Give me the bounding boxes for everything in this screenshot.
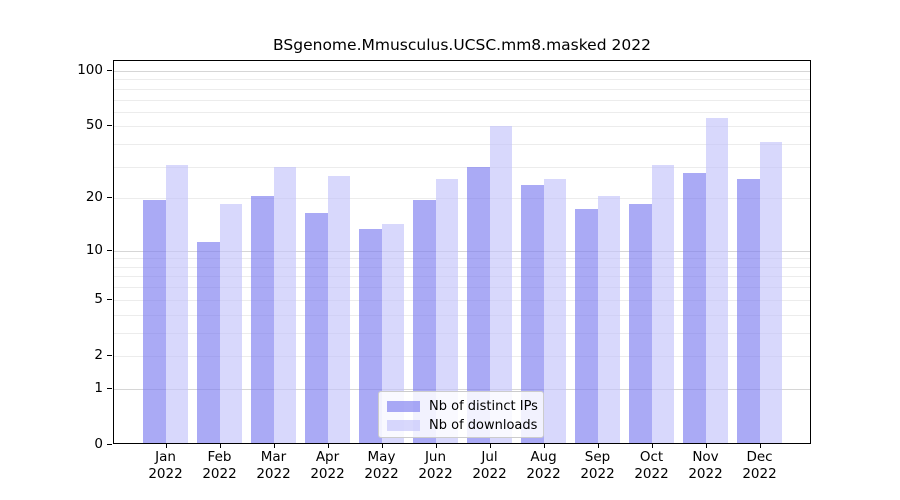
gridline-minor bbox=[114, 355, 810, 357]
plot-area bbox=[113, 60, 811, 444]
x-tick-mark bbox=[651, 444, 653, 448]
gridline-major bbox=[114, 250, 810, 252]
x-tick-mark bbox=[327, 444, 329, 448]
bar-downloads-jan bbox=[165, 164, 188, 443]
x-tick-label-jan: Jan 2022 bbox=[148, 449, 183, 482]
y-tick-mark bbox=[107, 387, 112, 389]
x-tick-label-aug: Aug 2022 bbox=[526, 449, 561, 482]
gridline-minor bbox=[114, 166, 810, 168]
bar-distinct-ips-jul bbox=[467, 167, 490, 443]
bar-distinct-ips-feb bbox=[197, 241, 220, 443]
x-tick-mark bbox=[489, 444, 491, 448]
y-tick-label: 2 bbox=[94, 346, 103, 363]
chart-title: BSgenome.Mmusculus.UCSC.mm8.masked 2022 bbox=[273, 36, 651, 54]
bar-distinct-ips-aug bbox=[521, 185, 544, 443]
gridline-minor bbox=[114, 111, 810, 113]
y-tick-label: 50 bbox=[85, 117, 103, 134]
bar-distinct-ips-jun bbox=[413, 200, 436, 443]
bar-downloads-mar bbox=[273, 167, 296, 443]
y-tick-mark bbox=[107, 197, 112, 199]
legend-label-downloads: Nb of downloads bbox=[429, 418, 538, 433]
x-tick-mark bbox=[219, 444, 221, 448]
x-tick-mark bbox=[705, 444, 707, 448]
x-tick-label-jun: Jun 2022 bbox=[418, 449, 453, 482]
bar-distinct-ips-jan bbox=[143, 200, 166, 443]
y-tick-mark bbox=[107, 70, 112, 71]
y-tick-label: 5 bbox=[94, 290, 103, 307]
gridline-minor bbox=[114, 99, 810, 101]
bar-downloads-jul bbox=[489, 125, 512, 443]
bar-distinct-ips-apr bbox=[305, 213, 328, 443]
x-tick-label-sep: Sep 2022 bbox=[580, 449, 615, 482]
y-tick-mark bbox=[107, 444, 112, 445]
legend-swatch-distinct-ips bbox=[387, 401, 420, 412]
legend-swatch-downloads bbox=[387, 420, 420, 431]
gridline-minor bbox=[114, 198, 810, 200]
bar-downloads-apr bbox=[327, 175, 350, 443]
gridline-minor bbox=[114, 287, 810, 289]
y-tick-label: 20 bbox=[85, 189, 103, 206]
gridline-minor bbox=[114, 88, 810, 90]
y-tick-label: 0 bbox=[94, 436, 103, 452]
x-tick-mark bbox=[543, 444, 545, 448]
legend-item-distinct-ips: Nb of distinct IPs bbox=[387, 397, 538, 416]
y-tick-mark bbox=[107, 298, 112, 300]
gridline-minor bbox=[114, 276, 810, 278]
bar-distinct-ips-nov bbox=[683, 172, 706, 443]
legend-label-distinct-ips: Nb of distinct IPs bbox=[429, 399, 538, 414]
gridline-minor bbox=[114, 144, 810, 146]
y-tick-mark bbox=[107, 125, 112, 127]
legend: Nb of distinct IPs Nb of downloads bbox=[378, 391, 544, 438]
bar-distinct-ips-sep bbox=[575, 208, 598, 443]
gridline-major bbox=[114, 388, 810, 390]
bar-downloads-may bbox=[381, 223, 404, 443]
x-tick-mark bbox=[759, 444, 761, 448]
gridline-minor bbox=[114, 79, 810, 81]
gridline-minor bbox=[114, 299, 810, 301]
x-tick-mark bbox=[273, 444, 275, 448]
x-tick-mark bbox=[435, 444, 437, 448]
gridline-minor bbox=[114, 126, 810, 128]
x-tick-mark bbox=[165, 444, 167, 448]
bar-distinct-ips-may bbox=[359, 229, 382, 443]
x-tick-label-jul: Jul 2022 bbox=[472, 449, 507, 482]
x-tick-label-mar: Mar 2022 bbox=[256, 449, 291, 482]
bar-distinct-ips-mar bbox=[251, 196, 274, 443]
legend-item-downloads: Nb of downloads bbox=[387, 416, 538, 435]
bar-downloads-sep bbox=[597, 196, 620, 443]
gridline-minor bbox=[114, 332, 810, 334]
bar-downloads-aug bbox=[543, 178, 566, 443]
bar-downloads-nov bbox=[705, 118, 728, 443]
bar-downloads-feb bbox=[219, 204, 242, 443]
x-tick-mark bbox=[597, 444, 599, 448]
gridline-minor bbox=[114, 266, 810, 268]
x-tick-label-oct: Oct 2022 bbox=[634, 449, 669, 482]
gridline-minor bbox=[114, 258, 810, 260]
x-tick-label-nov: Nov 2022 bbox=[688, 449, 723, 482]
y-tick-mark bbox=[107, 249, 112, 251]
x-tick-mark bbox=[381, 444, 383, 448]
y-tick-label: 10 bbox=[85, 241, 103, 258]
gridline-major bbox=[114, 71, 810, 72]
y-tick-mark bbox=[107, 354, 112, 356]
y-tick-label: 1 bbox=[94, 379, 103, 396]
bar-distinct-ips-oct bbox=[629, 204, 652, 443]
bar-downloads-jun bbox=[435, 178, 458, 443]
bar-downloads-oct bbox=[651, 164, 674, 443]
x-tick-label-dec: Dec 2022 bbox=[742, 449, 777, 482]
bar-downloads-dec bbox=[759, 142, 782, 443]
gridline-minor bbox=[114, 314, 810, 316]
y-tick-label: 100 bbox=[77, 62, 103, 78]
x-tick-label-feb: Feb 2022 bbox=[202, 449, 237, 482]
x-tick-label-may: May 2022 bbox=[364, 449, 399, 482]
bar-distinct-ips-dec bbox=[737, 178, 760, 443]
x-tick-label-apr: Apr 2022 bbox=[310, 449, 345, 482]
